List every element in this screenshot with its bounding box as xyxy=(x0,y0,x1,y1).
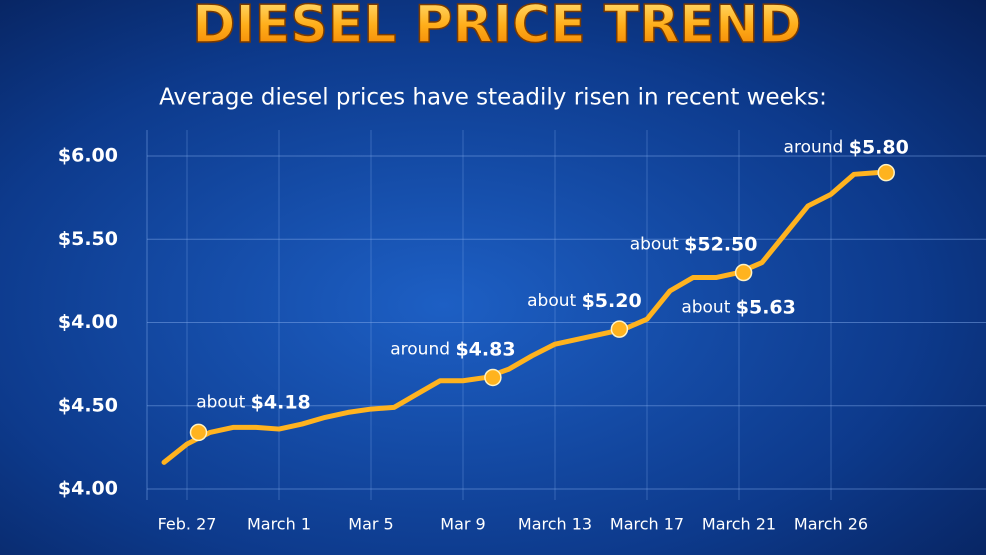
x-tick-label: Feb. 27 xyxy=(158,515,217,534)
annotation-price: $5.20 xyxy=(582,290,642,312)
line xyxy=(161,170,880,465)
chart-subtitle: Average diesel prices have steadily rise… xyxy=(159,85,827,111)
point-marker xyxy=(189,423,208,442)
annotation-price: $4.18 xyxy=(251,391,311,413)
y-tick-label: $4.00 xyxy=(58,478,118,500)
y-tick-label: $6.00 xyxy=(58,145,118,167)
annotation: about $5.63 xyxy=(681,296,796,318)
annotation-price: $5.63 xyxy=(736,296,796,318)
annotation-word: about xyxy=(196,392,250,412)
annotation-word: about xyxy=(630,235,684,255)
x-tick-label: March 1 xyxy=(247,515,311,534)
annotation: about $5.20 xyxy=(527,290,642,312)
x-tick-label: March 26 xyxy=(794,515,868,534)
annotation: around $5.80 xyxy=(784,136,909,158)
point-marker xyxy=(877,163,895,182)
annotation-word: around xyxy=(784,138,849,158)
y-tick-label: $5.50 xyxy=(58,228,118,250)
chart-title: DIESEL PRICE TREND xyxy=(192,0,801,55)
annotation-price: $52.50 xyxy=(684,233,757,255)
annotation: around $4.83 xyxy=(390,338,515,360)
annotation-word: about xyxy=(681,298,735,318)
x-tick-label: Mar 9 xyxy=(440,515,485,534)
x-tick-label: March 13 xyxy=(518,515,592,534)
x-tick-label: March 21 xyxy=(702,515,776,534)
y-tick-label: $4.00 xyxy=(58,311,118,333)
annotation-price: $4.83 xyxy=(455,338,515,360)
point-marker xyxy=(734,263,753,282)
annotation-price: $5.80 xyxy=(849,136,909,158)
annotation-word: about xyxy=(527,291,581,311)
x-tick-label: Mar 5 xyxy=(348,515,393,534)
point-marker xyxy=(610,320,629,338)
annotation-word: around xyxy=(390,339,455,359)
annotation: about $52.50 xyxy=(630,233,758,255)
x-tick-label: March 17 xyxy=(610,515,684,534)
y-tick-label: $4.50 xyxy=(58,394,118,416)
annotation: about $4.18 xyxy=(196,391,311,413)
point-marker xyxy=(484,368,502,387)
